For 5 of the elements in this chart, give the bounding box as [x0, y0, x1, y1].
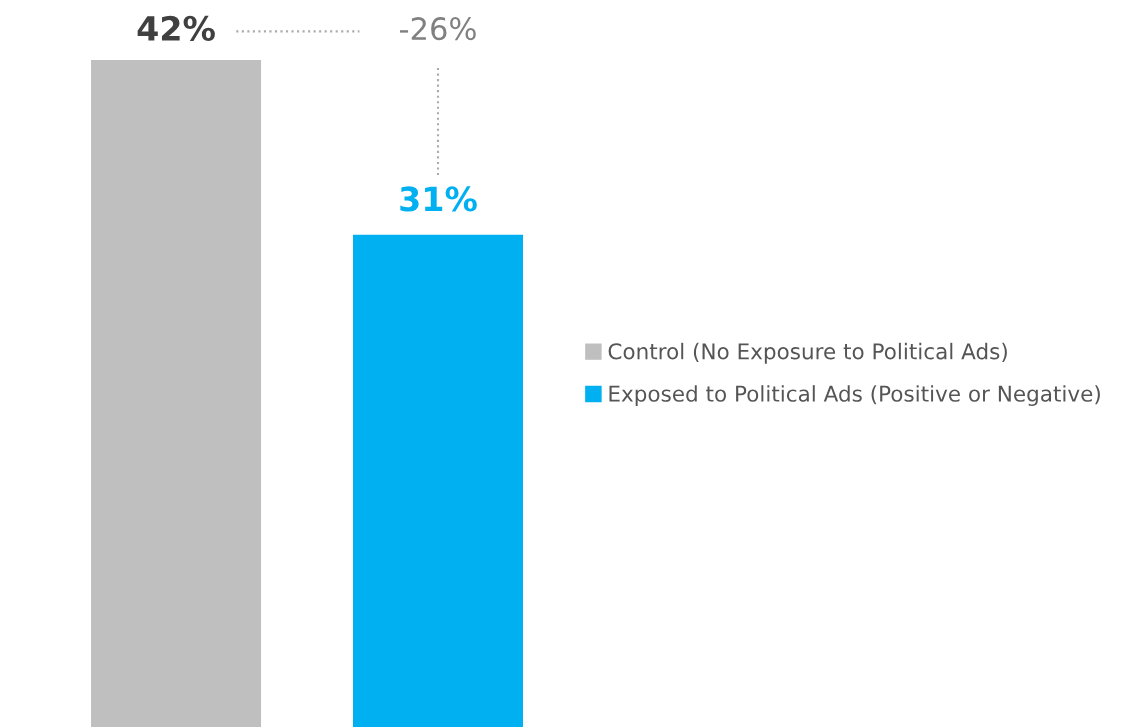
data-label: 42% [137, 15, 215, 42]
text: -26% [400, 17, 476, 41]
legend-label: Control (No Exposure to Political Ads) [608, 342, 1007, 364]
data-label: 31% [400, 186, 477, 212]
legend-label: Exposed to Political Ads (Positive or Negative) [609, 385, 1100, 406]
